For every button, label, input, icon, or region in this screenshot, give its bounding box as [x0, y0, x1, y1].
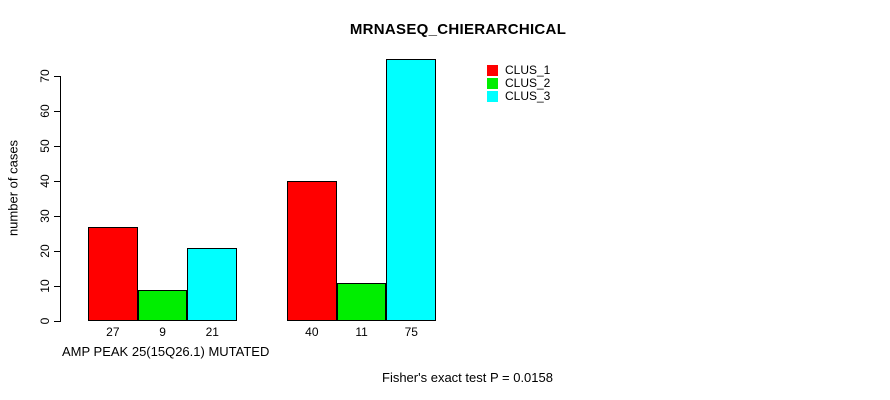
- legend-swatch: [487, 65, 498, 76]
- y-axis-tick-label: 30: [38, 209, 52, 223]
- y-axis-tick-label: 0: [38, 317, 52, 325]
- legend-label: CLUS_3: [505, 89, 551, 103]
- bar-clus_1-group-2: [287, 181, 337, 321]
- fisher-test-note: Fisher's exact test P = 0.0158: [382, 370, 553, 385]
- legend-label: CLUS_1: [505, 63, 551, 77]
- y-axis-tick: [54, 181, 60, 182]
- y-axis-tick: [54, 216, 60, 217]
- bar-clus_3-group-1: [187, 247, 238, 321]
- y-axis-tick-label: 20: [38, 244, 52, 258]
- legend-item: CLUS_2: [487, 77, 550, 90]
- bar-value-label: 40: [305, 325, 319, 339]
- y-axis-tick-label: 50: [38, 139, 52, 153]
- x-axis-label: AMP PEAK 25(15Q26.1) MUTATED: [62, 344, 270, 359]
- bar-clus_2-group-1: [137, 289, 188, 321]
- legend-swatch: [487, 91, 498, 102]
- y-axis-line: [60, 76, 61, 322]
- bar-value-label: 75: [404, 325, 418, 339]
- legend-item: CLUS_1: [487, 64, 550, 77]
- bar-value-label: 21: [205, 325, 219, 339]
- y-axis-tick: [54, 76, 60, 77]
- legend: CLUS_1 CLUS_2 CLUS_3: [487, 64, 550, 103]
- legend-item: CLUS_3: [487, 90, 550, 103]
- bar-clus_2-group-2: [336, 282, 387, 321]
- y-axis-tick-label: 60: [38, 104, 52, 118]
- bar-value-label: 11: [355, 325, 368, 339]
- bar-value-label: 27: [106, 325, 120, 339]
- y-axis-tick-label: 40: [38, 174, 52, 188]
- y-axis-tick-label: 70: [38, 69, 52, 83]
- y-axis-tick: [54, 286, 60, 287]
- bar-clus_3-group-2: [386, 58, 437, 321]
- legend-swatch: [487, 78, 498, 89]
- y-axis-tick: [54, 251, 60, 252]
- bar-clus_1-group-1: [88, 226, 138, 321]
- bar-value-label: 9: [159, 325, 166, 339]
- chart-title: MRNASEQ_CHIERARCHICAL: [349, 21, 567, 38]
- y-axis-tick-label: 10: [38, 279, 52, 293]
- y-axis-tick: [54, 321, 60, 322]
- y-axis-tick: [54, 146, 60, 147]
- legend-label: CLUS_2: [505, 76, 551, 90]
- y-axis-label: number of cases: [5, 139, 21, 237]
- y-axis-tick: [54, 111, 60, 112]
